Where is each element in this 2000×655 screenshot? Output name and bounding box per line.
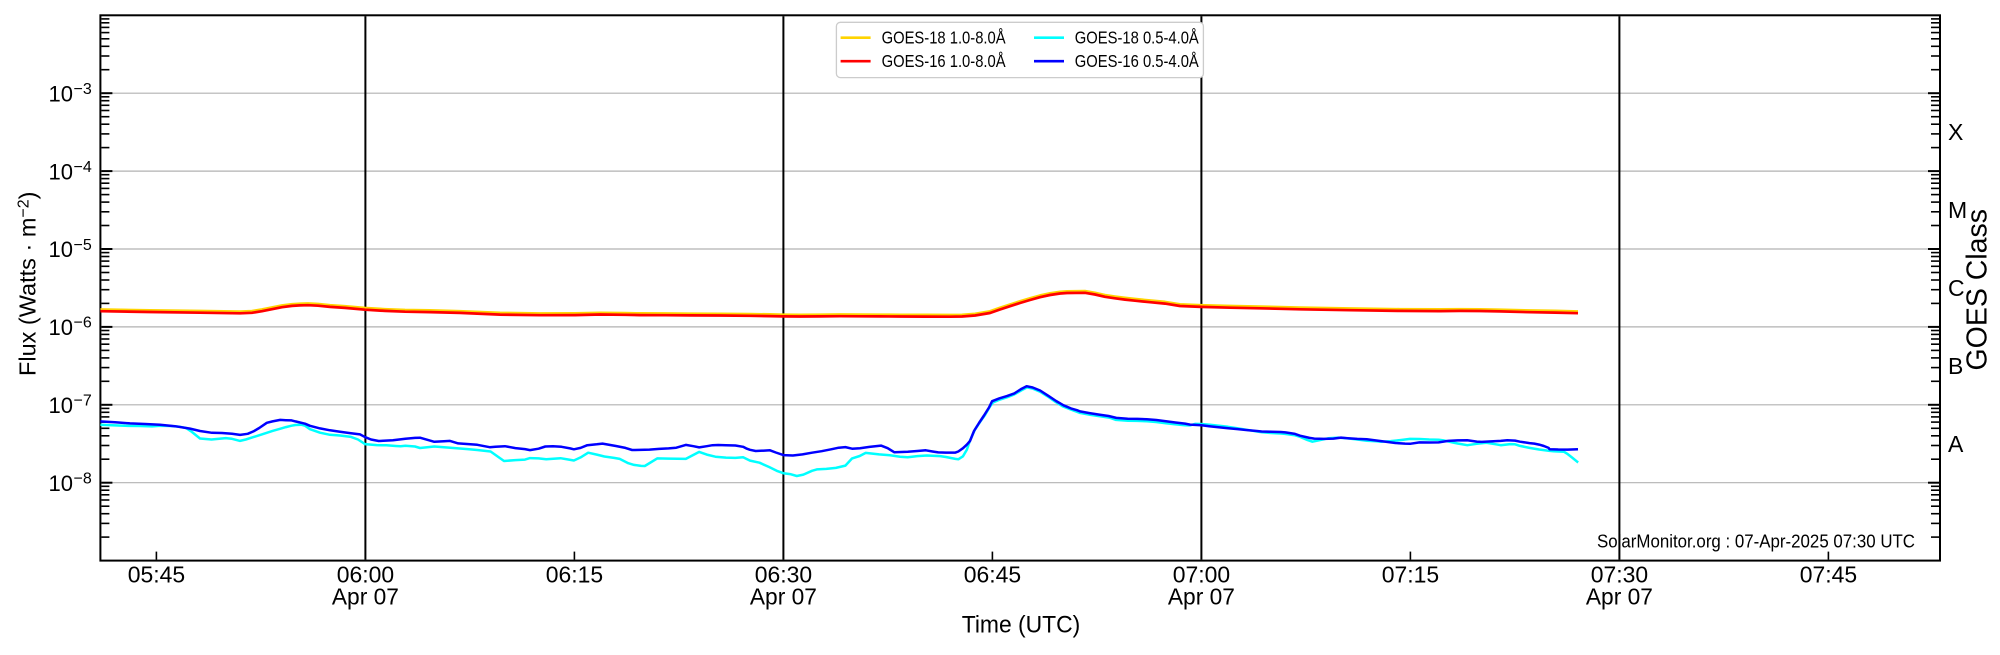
svg-text:X: X xyxy=(1948,119,1963,145)
svg-text:GOES Class: GOES Class xyxy=(1962,209,1994,371)
svg-text:10: 10 xyxy=(49,315,73,340)
svg-text:B: B xyxy=(1948,353,1963,379)
svg-text:−7: −7 xyxy=(74,393,92,410)
svg-text:10: 10 xyxy=(49,393,73,418)
svg-text:07:45: 07:45 xyxy=(1800,562,1857,588)
svg-text:06:00: 06:00 xyxy=(337,562,394,588)
svg-text:Flux (Watts · m−2): Flux (Watts · m−2) xyxy=(15,192,41,376)
svg-text:A: A xyxy=(1948,431,1964,457)
svg-text:−6: −6 xyxy=(74,315,92,332)
svg-text:−5: −5 xyxy=(74,237,92,254)
svg-text:05:45: 05:45 xyxy=(128,562,185,588)
svg-text:−8: −8 xyxy=(74,471,92,488)
svg-text:07:30: 07:30 xyxy=(1591,562,1648,588)
svg-text:SolarMonitor.org : 07-Apr-2025: SolarMonitor.org : 07-Apr-2025 07:30 UTC xyxy=(1597,531,1915,552)
svg-text:07:15: 07:15 xyxy=(1382,562,1439,588)
svg-text:C: C xyxy=(1948,275,1965,301)
svg-text:M: M xyxy=(1948,197,1967,223)
svg-text:10: 10 xyxy=(49,237,73,262)
svg-text:10: 10 xyxy=(49,471,73,496)
svg-text:07:00: 07:00 xyxy=(1173,562,1230,588)
svg-text:−4: −4 xyxy=(74,159,92,176)
svg-text:−3: −3 xyxy=(74,81,92,98)
svg-text:06:30: 06:30 xyxy=(755,562,812,588)
svg-text:Apr 07: Apr 07 xyxy=(1586,584,1653,610)
svg-text:Apr 07: Apr 07 xyxy=(1168,584,1235,610)
svg-text:GOES-18 1.0-8.0Å: GOES-18 1.0-8.0Å xyxy=(882,28,1006,48)
svg-text:GOES-18 0.5-4.0Å: GOES-18 0.5-4.0Å xyxy=(1075,28,1199,48)
svg-text:GOES-16 1.0-8.0Å: GOES-16 1.0-8.0Å xyxy=(882,51,1006,71)
svg-text:Time (UTC): Time (UTC) xyxy=(962,611,1081,638)
svg-text:GOES-16 0.5-4.0Å: GOES-16 0.5-4.0Å xyxy=(1075,51,1199,71)
svg-text:Apr 07: Apr 07 xyxy=(750,584,817,610)
svg-text:Apr 07: Apr 07 xyxy=(332,584,399,610)
svg-text:10: 10 xyxy=(49,159,73,184)
svg-text:10: 10 xyxy=(49,81,73,106)
svg-text:06:15: 06:15 xyxy=(546,562,603,588)
svg-text:06:45: 06:45 xyxy=(964,562,1021,588)
